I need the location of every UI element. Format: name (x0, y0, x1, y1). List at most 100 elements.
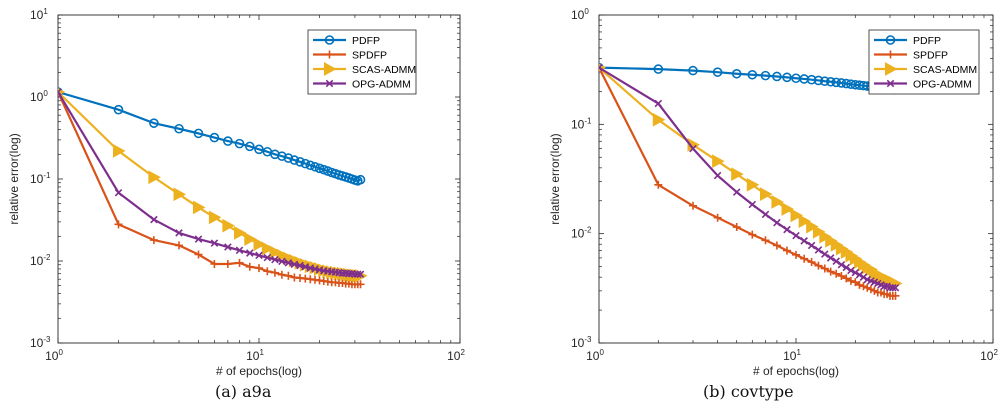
data-point (837, 260, 846, 269)
data-point (208, 210, 222, 225)
data-point (783, 225, 791, 234)
data-point (223, 136, 233, 146)
data-point (224, 243, 232, 251)
data-point (353, 270, 362, 278)
data-point (771, 195, 784, 209)
data-point (599, 63, 603, 72)
data-point (821, 250, 829, 258)
data-point (688, 65, 698, 76)
data-point (234, 138, 245, 149)
data-point (246, 249, 254, 257)
data-point (731, 68, 742, 79)
data-point (223, 259, 232, 268)
legend: PDFP SPDFP SCAS-ADMM OPG-ADMM (307, 29, 417, 95)
data-point (731, 167, 744, 182)
data-point (889, 284, 897, 292)
data-point (289, 155, 300, 165)
series-scas-admm (599, 63, 903, 291)
caption-a9a: (a) a9a (215, 382, 272, 401)
data-point (284, 271, 293, 280)
data-point (832, 269, 841, 278)
data-point (310, 161, 320, 172)
data-point (772, 241, 781, 250)
data-point (270, 268, 279, 277)
data-point (271, 255, 279, 264)
data-point (846, 276, 855, 285)
data-point (748, 230, 757, 239)
data-point (355, 174, 366, 185)
data-point (814, 246, 823, 254)
data-point (277, 270, 286, 279)
y-axis-label: relative error(log) (548, 133, 562, 224)
data-point (244, 232, 257, 246)
data-point (851, 278, 860, 287)
data-point (855, 271, 864, 279)
axes-box (57, 14, 461, 344)
series-spdfp (58, 88, 365, 289)
data-point (194, 250, 203, 259)
data-point (825, 76, 836, 87)
data-point (807, 258, 816, 267)
data-point (175, 229, 183, 237)
legend-marker (886, 50, 895, 59)
data-point (782, 246, 791, 255)
data-point (826, 267, 835, 276)
data-point (746, 177, 760, 192)
data-point (713, 213, 722, 222)
x-tick-label: 102 (980, 348, 998, 363)
data-point (114, 220, 123, 229)
data-point (760, 70, 771, 81)
legend-entry: OPG-ADMM (913, 79, 972, 91)
data-point (149, 118, 159, 128)
data-point (792, 250, 800, 259)
data-point (712, 154, 725, 169)
data-point (314, 163, 325, 174)
y-tick-label: 10-1 (571, 116, 592, 131)
x-tick-label: 100 (586, 348, 604, 363)
legend-marker (886, 79, 895, 88)
legend-marker (885, 35, 896, 45)
x-tick-label: 101 (783, 348, 801, 363)
data-point (859, 273, 868, 281)
data-point (813, 75, 824, 86)
data-point (222, 218, 235, 233)
data-point (747, 69, 758, 80)
data-point (113, 144, 126, 158)
data-point (210, 239, 219, 247)
data-point (263, 267, 272, 276)
data-point (277, 151, 287, 161)
data-point (192, 200, 206, 215)
x-axis-label: # of epochs(log) (216, 364, 302, 378)
data-point (812, 224, 826, 239)
data-point (305, 160, 316, 171)
data-point (732, 188, 741, 196)
data-point (269, 245, 282, 260)
data-point (832, 257, 840, 265)
data-point (283, 153, 294, 163)
legend-marker (324, 62, 337, 76)
caption-covtype: (b) covtype (703, 382, 794, 401)
legend: PDFP SPDFP SCAS-ADMM OPG-ADMM (868, 29, 980, 95)
data-point (654, 99, 663, 108)
data-point (356, 280, 365, 289)
data-point (296, 261, 304, 270)
y-axis-label: relative error(log) (7, 133, 21, 224)
data-point (806, 74, 817, 85)
data-point (150, 215, 158, 224)
data-point (814, 261, 823, 270)
data-point (652, 112, 666, 127)
data-point (836, 78, 847, 88)
legend-entry: SCAS-ADMM (352, 64, 416, 76)
data-point (891, 291, 900, 300)
legend-entry: SPDFP (352, 50, 387, 62)
x-tick-label: 102 (447, 348, 465, 363)
data-point (837, 272, 846, 281)
data-point (345, 269, 353, 278)
y-tick-label: 10-1 (30, 171, 51, 186)
data-point (290, 260, 299, 269)
data-point (653, 64, 664, 74)
data-point (295, 157, 305, 167)
data-point (263, 253, 272, 262)
data-point (800, 254, 809, 263)
legend-entry: PDFP (913, 35, 941, 47)
